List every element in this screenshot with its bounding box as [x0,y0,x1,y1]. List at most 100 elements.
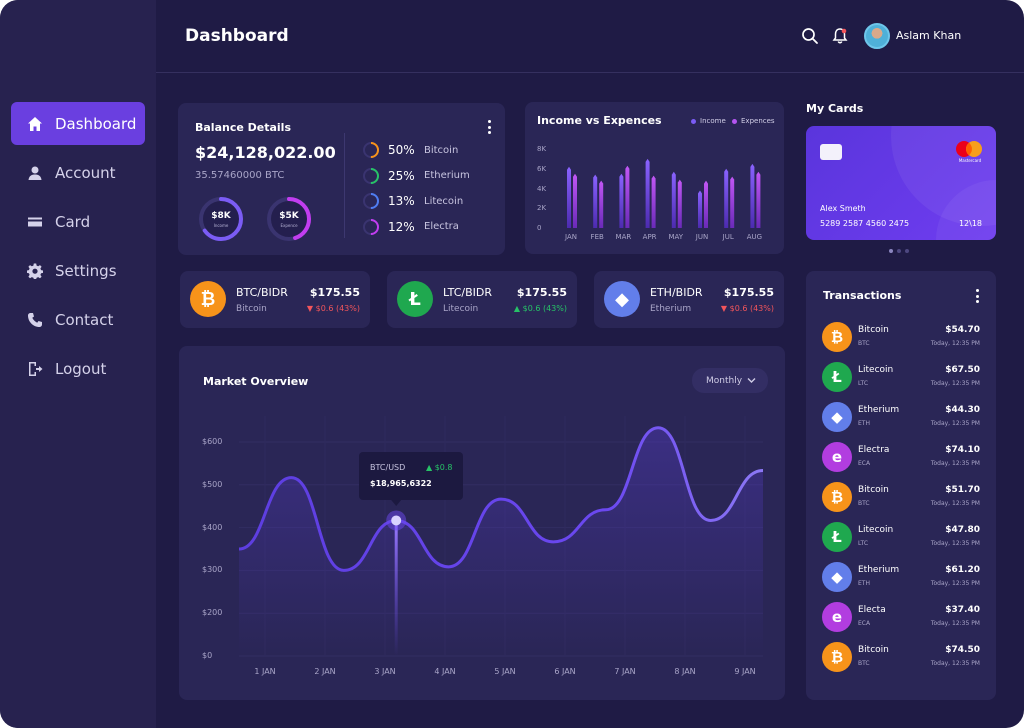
y-tick-label: 0 [537,224,542,232]
allocation-pct: 25% [388,168,415,183]
ticker-change: ▼ $0.6 (43%) [720,304,774,313]
coin-icon: Ł [822,362,852,392]
allocation-row: 13% Litecoin [362,191,463,211]
card-brand: Mastercard [958,158,982,163]
expence-bar [677,179,682,228]
allocation-ring-icon [363,167,379,184]
transaction-row[interactable]: ₿ Bitcoin BTC $74.50 Today, 12:35 PM [822,642,980,676]
sidebar-item-contact[interactable]: Contact [11,298,145,341]
sidebar-item-card[interactable]: Card [11,200,145,243]
transaction-time: Today, 12:35 PM [930,340,980,347]
period-dropdown[interactable]: Monthly [692,368,768,393]
y-tick-label: 8K [537,145,547,153]
x-tick-label: AUG [746,233,763,241]
allocation-ring-icon [363,142,379,158]
area-fill [239,427,763,656]
ticker-price: $175.55 [309,286,360,299]
coin-icon: ₿ [822,642,852,672]
more-icon[interactable] [975,289,979,303]
sidebar-item-label: Card [55,212,91,231]
balance-btc: 35.57460000 BTC [195,170,285,181]
chevron-down-icon [747,378,756,383]
allocation-row: 25% Etherium [362,166,470,186]
transaction-row[interactable]: e Electra ECA $74.10 Today, 12:35 PM [822,442,980,476]
coin-icon: Ł [397,281,433,317]
allocation-name: Bitcoin [424,144,459,156]
card-title: Balance Details [195,121,292,134]
ring-arc [363,193,379,209]
legend-expences: Expences [732,117,775,125]
transaction-row[interactable]: ₿ Bitcoin BTC $51.70 Today, 12:35 PM [822,482,980,516]
top-header: Dashboard Aslam Khan [156,0,1024,73]
coin-icon: ₿ [822,482,852,512]
transaction-amount: $67.50 [945,365,980,375]
allocation-pct: 12% [388,219,415,234]
ticker-pair: ETH/BIDR [650,286,703,299]
legend-label: Income [700,117,726,125]
transaction-row[interactable]: ◆ Etherium ETH $44.30 Today, 12:35 PM [822,402,980,436]
y-tick-label: 2K [537,204,547,213]
sidebar-item-dashboard[interactable]: Dashboard [11,102,145,145]
ticker-card[interactable]: Ł LTC/BIDR Litecoin $175.55 ▲ $0.6 (43%) [387,271,577,328]
legend-income: Income [691,117,726,125]
transaction-amount: $47.80 [945,525,980,535]
y-tick-label: $600 [202,437,223,446]
transaction-name: Electra [858,445,890,455]
bell-icon[interactable] [831,27,849,45]
tooltip-value: $18,965,6322 [370,479,432,488]
page-title: Dashboard [185,26,289,46]
coin-icon: ◆ [822,562,852,592]
income-bar [645,158,650,228]
avatar[interactable] [864,23,890,49]
income-bars [567,158,761,228]
transaction-row[interactable]: ₿ Bitcoin BTC $54.70 Today, 12:35 PM [822,322,980,356]
coin-icon: e [822,602,852,632]
allocation-name: Etherium [424,170,470,181]
sidebar-item-label: Logout [55,359,107,378]
chart-tooltip: BTC/USD ▲ $0.8 $18,965,6322 [359,452,463,500]
ring-arc [363,218,379,235]
expence-bar [756,171,761,228]
income-bar [724,168,729,228]
balance-amount: $24,128,022.00 [195,143,336,162]
coin-icon: ◆ [822,402,852,432]
transaction-name: Etherium [858,405,900,415]
transaction-name: Bitcoin [858,645,889,655]
ticker-card[interactable]: ◆ ETH/BIDR Etherium $175.55 ▼ $0.6 (43%) [594,271,784,328]
coin-icon: Ł [822,522,852,552]
sidebar-item-settings[interactable]: Settings [11,249,145,292]
sidebar-item-label: Contact [55,310,114,329]
highlight-point[interactable] [391,515,402,526]
transaction-symbol: LTC [858,540,869,547]
transaction-amount: $37.40 [945,605,980,615]
sidebar-item-logout[interactable]: Logout [11,347,145,390]
carousel-dots[interactable] [889,249,909,253]
x-tick-label: JAN [565,233,577,241]
sidebar-item-account[interactable]: Account [11,151,145,194]
transaction-row[interactable]: ◆ Etherium ETH $61.20 Today, 12:35 PM [822,562,980,596]
transaction-row[interactable]: e Electa ECA $37.40 Today, 12:35 PM [822,602,980,636]
allocation-row: 50% Bitcoin [362,140,458,160]
credit-card[interactable]: Mastercard Alex Smeth 5289 2587 4560 247… [806,126,996,240]
chip-icon [820,144,842,160]
transaction-row[interactable]: Ł Litecoin LTC $47.80 Today, 12:35 PM [822,522,980,556]
transaction-name: Litecoin [858,525,894,535]
expense-gauge: $5K Expence [266,196,312,242]
coin-icon: ◆ [604,281,640,317]
ticker-card[interactable]: ₿ BTC/BIDR Bitcoin $175.55 ▼ $0.6 (43%) [180,271,370,328]
expense-value: $5K [279,211,299,221]
card-title: Transactions [823,289,902,302]
allocation-name: Electra [424,221,459,232]
y-tick-label: $300 [202,565,223,575]
search-icon[interactable] [801,27,819,45]
transaction-amount: $74.10 [945,445,980,455]
transaction-row[interactable]: Ł Litecoin LTC $67.50 Today, 12:35 PM [822,362,980,396]
income-gauge: $8K Income [198,196,244,242]
x-tick-label: MAR [615,233,632,241]
more-icon[interactable] [487,120,491,134]
transaction-name: Litecoin [858,365,894,375]
user-name[interactable]: Aslam Khan [896,29,962,42]
y-tick-label: 4K [537,184,547,193]
transaction-time: Today, 12:35 PM [930,540,980,547]
